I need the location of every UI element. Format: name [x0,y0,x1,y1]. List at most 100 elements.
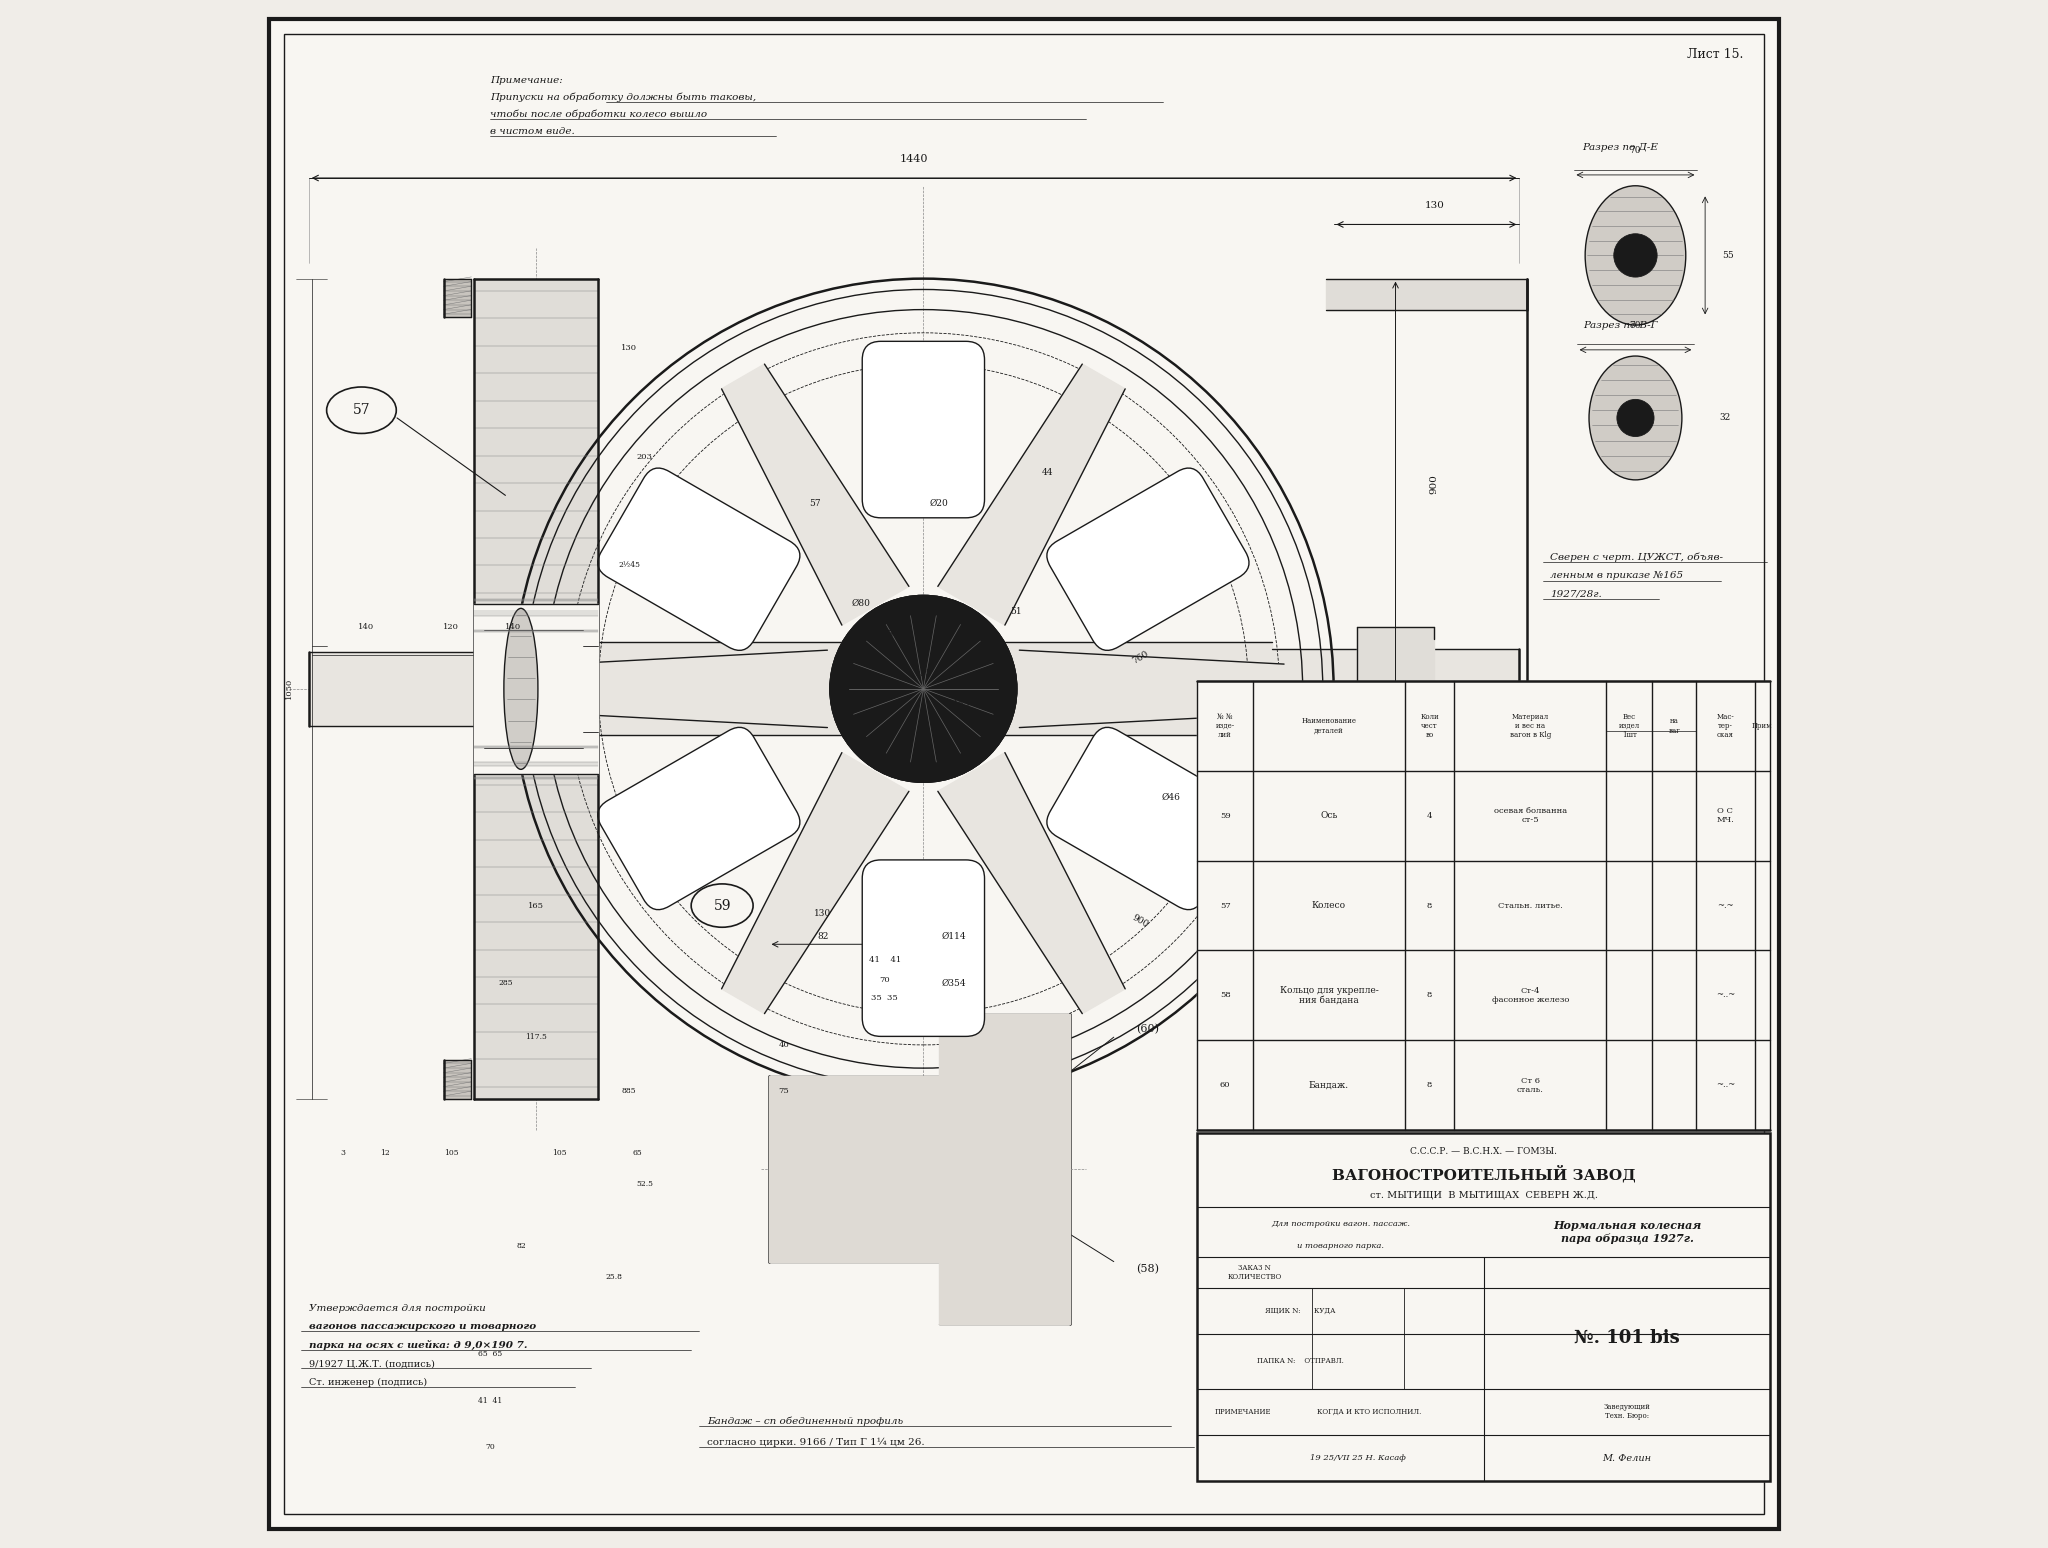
Text: в чистом виде.: в чистом виде. [489,127,575,136]
Text: ~..~: ~..~ [1716,1081,1735,1090]
Text: 82: 82 [516,1241,526,1251]
Polygon shape [563,650,827,728]
Text: 8: 8 [1427,901,1432,910]
Text: №. 101 bis: №. 101 bis [1575,1330,1679,1347]
Text: Разрез по Д-Е: Разрез по Д-Е [1581,142,1659,152]
Text: Сверен с черт. ЦУЖСТ, объяв-: Сверен с черт. ЦУЖСТ, объяв- [1550,553,1722,562]
Text: 3: 3 [340,1149,346,1158]
Text: 885: 885 [623,1087,637,1096]
Text: парка на осях с шейка: д 9,0×190 7.: парка на осях с шейка: д 9,0×190 7. [309,1341,526,1350]
Text: ЯЩИК N:      КУДА: ЯЩИК N: КУДА [1266,1307,1335,1316]
Text: 105: 105 [444,1149,459,1158]
Text: согласно цирки. 9166 / Тип Г 1¼ цм 26.: согласно цирки. 9166 / Тип Г 1¼ цм 26. [707,1438,924,1447]
Text: 120: 120 [442,622,459,632]
Polygon shape [805,1115,903,1223]
Text: ~..~: ~..~ [1716,991,1735,1000]
Text: Ø354: Ø354 [942,978,967,988]
Text: Вес
издел
1шт: Вес издел 1шт [1618,712,1640,740]
Text: КОГДА И КТО ИСПОЛНИЛ.: КОГДА И КТО ИСПОЛНИЛ. [1317,1407,1421,1416]
Text: 117.5: 117.5 [526,1033,547,1042]
Text: ПАПКА N:    ОТПРАВЛ.: ПАПКА N: ОТПРАВЛ. [1257,1358,1343,1365]
Ellipse shape [1585,186,1686,325]
Text: 285: 285 [498,978,512,988]
Text: 8: 8 [1427,991,1432,1000]
Text: Коли
чест
во: Коли чест во [1419,712,1440,740]
Text: 75: 75 [778,1087,788,1096]
Text: № №
изде-
лий: № № изде- лий [1217,712,1235,740]
FancyBboxPatch shape [1047,728,1249,910]
Text: Мас-
тер-
ская: Мас- тер- ская [1716,712,1735,740]
Text: 1050: 1050 [285,678,293,700]
Polygon shape [444,1060,471,1099]
Text: 155: 155 [915,669,932,678]
Text: 70: 70 [879,975,891,985]
Text: 2½45: 2½45 [618,560,641,570]
Polygon shape [1198,1133,1769,1481]
Text: 44: 44 [1042,467,1053,477]
Text: Лист 15.: Лист 15. [1688,48,1743,60]
Text: 25.8: 25.8 [606,1272,623,1282]
Text: 900: 900 [1130,913,1149,929]
Text: 35  35: 35 35 [870,994,899,1003]
Polygon shape [1198,681,1769,1130]
Bar [1198,1133,1769,1481]
Ellipse shape [504,608,539,769]
Text: Ø114: Ø114 [942,932,967,941]
Text: ленным в приказе №165: ленным в приказе №165 [1550,571,1683,580]
FancyBboxPatch shape [598,728,801,910]
Polygon shape [1020,650,1284,728]
FancyBboxPatch shape [598,467,801,650]
Polygon shape [444,279,471,317]
Text: и товарного парка.: и товарного парка. [1296,1241,1384,1251]
Text: 8: 8 [1427,1081,1432,1090]
Text: 52.5: 52.5 [637,1180,653,1189]
Circle shape [1614,234,1657,277]
Text: 285: 285 [877,630,893,639]
Text: 82: 82 [817,932,829,941]
Text: Разрез по В-Г: Разрез по В-Г [1583,320,1657,330]
Text: (58): (58) [1137,1265,1159,1274]
Polygon shape [938,1014,1071,1324]
Text: (60): (60) [1137,1025,1159,1034]
Text: 900: 900 [1430,474,1438,494]
Text: 130: 130 [621,344,637,353]
Text: 59: 59 [713,898,731,913]
Text: ст. МЫТИЩИ  В МЫТИЩАХ  СЕВЕРН Ж.Д.: ст. МЫТИЩИ В МЫТИЩАХ СЕВЕРН Ж.Д. [1370,1190,1597,1200]
Text: Прим: Прим [1753,721,1774,731]
Text: Для постройки вагон. пассаж.: Для постройки вагон. пассаж. [1272,1220,1411,1229]
Text: С.С.С.Р. — В.С.Н.Х. — ГОМЗЫ.: С.С.С.Р. — В.С.Н.Х. — ГОМЗЫ. [1411,1147,1556,1156]
Text: ПРИМЕЧАНИЕ: ПРИМЕЧАНИЕ [1214,1407,1272,1416]
Text: 70: 70 [1630,320,1640,330]
Text: 4: 4 [1427,811,1432,820]
Text: чтобы после обработки колесо вышло: чтобы после обработки колесо вышло [489,110,707,119]
Text: 19 25/VII 25 Н. Касаф: 19 25/VII 25 Н. Касаф [1311,1454,1405,1463]
Text: Бандаж – сп обединенный профиль: Бандаж – сп обединенный профиль [707,1416,903,1426]
Text: 165: 165 [954,700,971,709]
Text: вагонов пассажирского и товарного: вагонов пассажирского и товарного [309,1322,537,1331]
Polygon shape [721,752,909,1014]
Text: 60: 60 [1221,1081,1231,1090]
Text: 760: 760 [1130,650,1149,666]
Text: Ст. инженер (подпись): Ст. инженер (подпись) [309,1378,426,1387]
Text: 165: 165 [528,901,545,910]
Ellipse shape [1589,356,1681,480]
Text: осевая болванна
ст-5: осевая болванна ст-5 [1493,807,1567,825]
Text: 65: 65 [633,1149,641,1158]
Text: 51: 51 [1010,607,1022,616]
Text: Нормальная колесная
пара образца 1927г.: Нормальная колесная пара образца 1927г. [1552,1220,1702,1245]
Polygon shape [780,1088,928,1249]
Text: 105: 105 [553,1149,567,1158]
Text: 41    41: 41 41 [868,955,901,964]
Text: Колесо: Колесо [1313,901,1346,910]
Polygon shape [1358,627,1434,751]
Text: 12: 12 [379,1149,389,1158]
Text: 58: 58 [1221,991,1231,1000]
Text: 41  41: 41 41 [477,1396,502,1406]
Text: Материал
и вес на
вагон в Кlg: Материал и вес на вагон в Кlg [1509,712,1550,740]
Text: 57: 57 [809,498,821,508]
Text: ~.~: ~.~ [1716,901,1733,910]
Text: 57: 57 [352,402,371,418]
Text: на
ваг: на ваг [1669,717,1679,735]
Text: Наименование
деталей: Наименование деталей [1300,717,1356,735]
Text: М. Фелин: М. Фелин [1602,1454,1651,1463]
